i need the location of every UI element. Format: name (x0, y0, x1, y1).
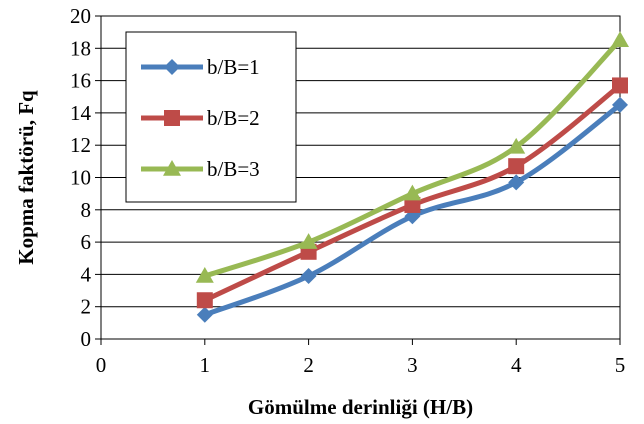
series-2 (196, 77, 628, 309)
y-tick-label: 6 (81, 230, 92, 254)
legend-marker (163, 160, 181, 176)
data-point (195, 267, 214, 283)
y-tick-label: 0 (81, 327, 92, 351)
x-tick-label: 0 (96, 353, 107, 377)
legend-label: b/B=1 (207, 55, 260, 79)
data-point (196, 292, 213, 309)
legend-label: b/B=2 (207, 106, 260, 130)
data-point (612, 77, 628, 94)
series-3 (195, 31, 629, 283)
x-tick-label: 3 (407, 353, 418, 377)
x-tick-label: 2 (303, 353, 314, 377)
x-axis-title: Gömülme derinliği (H/B) (248, 395, 473, 419)
y-tick-label: 8 (81, 198, 92, 222)
legend-marker (164, 110, 180, 126)
legend-item: b/B=3 (141, 157, 260, 181)
legend-marker (164, 59, 180, 75)
data-point (404, 196, 421, 213)
x-axis-ticks: 0 1 2 3 4 5 (96, 339, 626, 377)
y-tick-label: 2 (81, 295, 92, 319)
series-1 (196, 96, 628, 323)
data-point (508, 158, 525, 175)
y-tick-label: 4 (81, 262, 92, 286)
data-point (196, 306, 213, 323)
y-tick-label: 10 (70, 166, 91, 190)
x-tick-label: 1 (200, 353, 211, 377)
legend: b/B=1 b/B=2 b/B=3 (125, 31, 297, 203)
legend-label: b/B=3 (207, 157, 260, 181)
y-tick-label: 16 (70, 69, 91, 93)
y-axis-ticks: 0 2 4 6 8 10 12 14 16 18 20 (70, 4, 101, 351)
data-point (507, 137, 526, 154)
legend-item: b/B=1 (141, 55, 260, 79)
y-axis-title: Kopma faktörü, Fq (14, 90, 38, 265)
series-layer (195, 31, 629, 323)
y-tick-label: 12 (70, 133, 91, 157)
y-tick-label: 14 (70, 101, 92, 125)
x-tick-label: 4 (511, 353, 522, 377)
data-point (299, 233, 318, 249)
data-point (611, 31, 629, 47)
y-tick-label: 20 (70, 4, 91, 28)
data-point (508, 174, 525, 191)
data-point (403, 184, 422, 201)
x-tick-label: 5 (615, 353, 626, 377)
legend-item: b/B=2 (141, 106, 260, 130)
y-tick-label: 18 (70, 36, 91, 60)
data-point (300, 268, 317, 285)
data-point (612, 96, 628, 113)
